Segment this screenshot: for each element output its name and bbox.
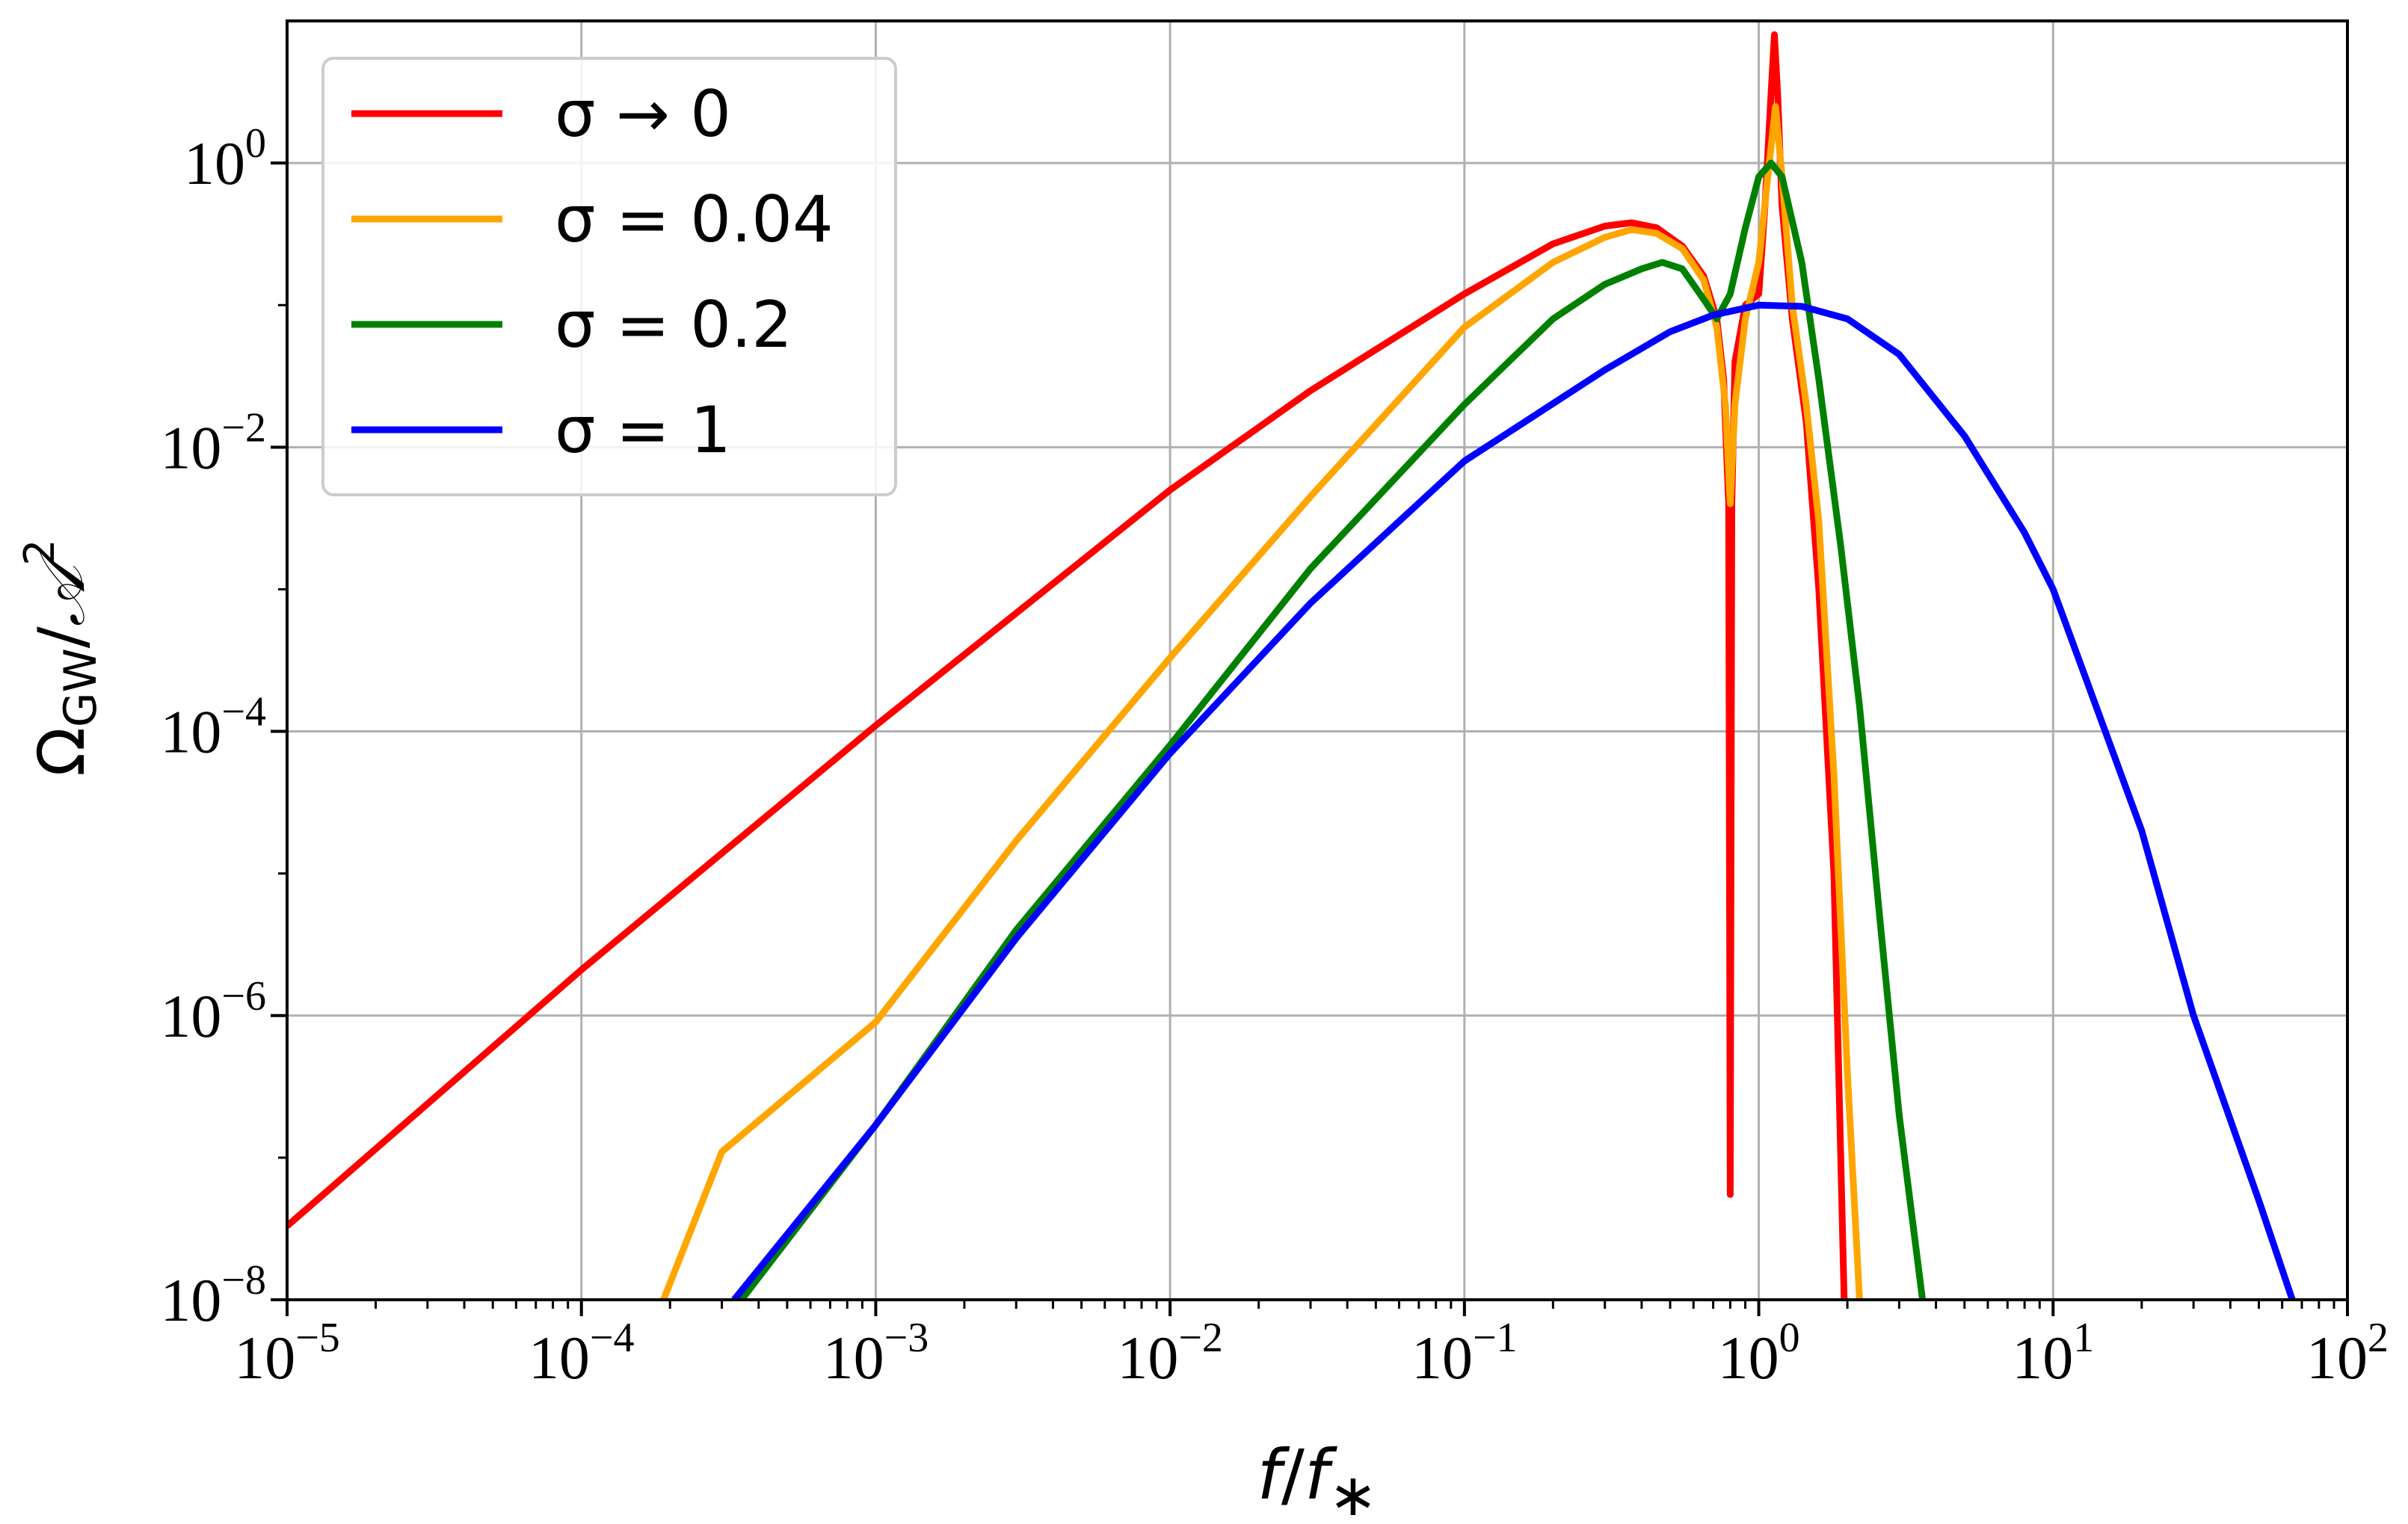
legend-label-1: σ = 0.04	[555, 182, 834, 257]
x-tick-label: 10−3	[823, 1315, 929, 1392]
y-axis-label: ΩGW/𝒜2	[16, 539, 107, 777]
x-tick-label: 101	[2012, 1315, 2094, 1392]
y-tick-label: 10−6	[160, 973, 266, 1050]
y-tick-label: 10−8	[160, 1257, 266, 1334]
plot-frame	[286, 19, 2349, 1301]
series-line-1	[660, 103, 1863, 1300]
legend-label-2: σ = 0.2	[555, 288, 792, 363]
legend-label-0: σ → 0	[555, 77, 731, 152]
series-line-2	[739, 159, 1927, 1300]
x-tick-label: 10−2	[1117, 1315, 1223, 1392]
x-tick-label: 10−5	[234, 1315, 340, 1392]
x-tick-label: 10−1	[1411, 1315, 1518, 1392]
y-tick-label: 10−2	[160, 404, 266, 481]
axis-ticks	[271, 161, 2349, 1316]
series-layer	[287, 31, 2296, 1300]
axis-tick-labels: 10−5 10−4 10−3 10−2 10−1 100 101 102 10−8 10−6 10−…	[160, 120, 2389, 1392]
series-line-3	[731, 301, 2296, 1300]
x-tick-label: 102	[2306, 1315, 2389, 1392]
legend: σ → 0 σ = 0.04 σ = 0.2 σ = 1	[321, 57, 897, 496]
legend-label-3: σ = 1	[555, 393, 731, 468]
y-tick-label: 100	[184, 120, 266, 197]
legend-box	[321, 57, 897, 496]
y-tick-label: 10−4	[160, 689, 266, 766]
x-tick-label: 100	[1718, 1315, 1800, 1392]
x-tick-label: 10−4	[529, 1315, 635, 1392]
